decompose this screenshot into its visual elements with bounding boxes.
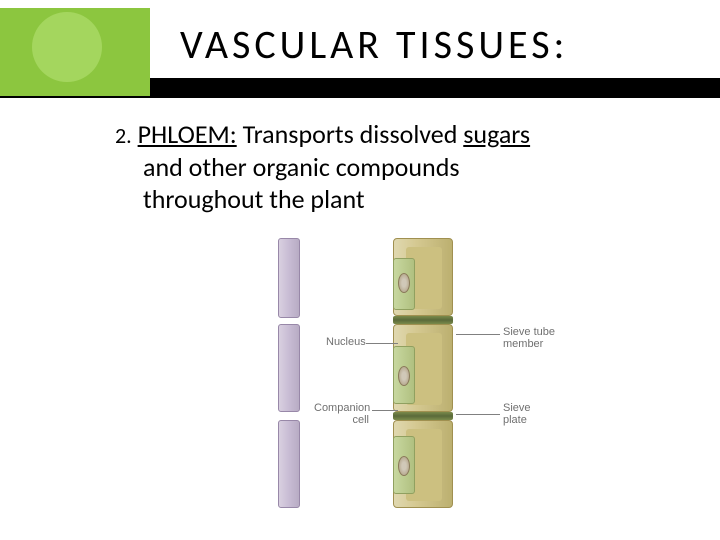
- text-line2: and other organic compounds: [143, 151, 675, 184]
- left-segment: [278, 324, 300, 412]
- label-line: [456, 334, 500, 335]
- label-companion-1: Companion: [314, 402, 369, 414]
- label-companion-2: cell: [314, 414, 369, 426]
- label-line: [456, 414, 500, 415]
- label-nucleus: Nucleus: [326, 336, 366, 348]
- sieve-plate: [393, 412, 453, 420]
- left-cell-column: [278, 238, 300, 506]
- label-line: [366, 343, 398, 344]
- nucleus: [398, 366, 410, 386]
- item-number: 2.: [115, 122, 132, 149]
- slide-header: VASCULAR TISSUES:: [0, 0, 720, 98]
- underlined-sugars: sugars: [463, 118, 530, 150]
- body-text: 2. PHLOEM: Transports dissolved sugars a…: [115, 118, 675, 216]
- left-segment: [278, 420, 300, 508]
- label-line: [372, 410, 398, 411]
- term-phloem: PHLOEM:: [138, 118, 237, 150]
- sieve-tube-column: [393, 238, 453, 506]
- text-seg1: Transports dissolved: [237, 118, 464, 150]
- sieve-plate: [393, 316, 453, 324]
- text-line3: throughout the plant: [143, 183, 675, 216]
- label-sieveplate-1: Sieve: [503, 402, 531, 414]
- left-segment: [278, 238, 300, 318]
- phloem-diagram: Nucleus Companion cell Sieve tube member…: [278, 238, 588, 506]
- nucleus: [398, 456, 410, 476]
- label-sievetube-1: Sieve tube: [503, 326, 555, 338]
- nucleus: [398, 273, 410, 293]
- slide-title: VASCULAR TISSUES:: [180, 20, 568, 69]
- circle-accent: [32, 12, 102, 82]
- label-sieveplate-2: plate: [503, 414, 527, 426]
- label-sievetube-2: member: [503, 338, 543, 350]
